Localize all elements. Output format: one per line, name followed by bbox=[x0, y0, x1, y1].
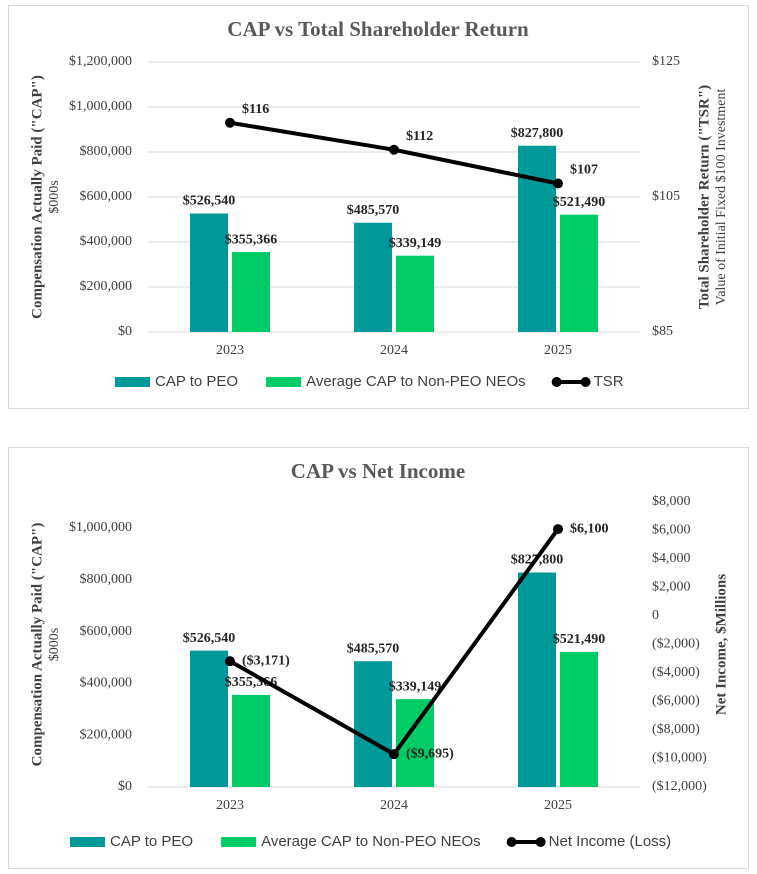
chart-frame bbox=[8, 447, 749, 869]
y-axis-title: Compensation Actually Paid ("CAP") bbox=[29, 75, 45, 319]
line-point bbox=[553, 524, 563, 535]
y2-tick-label: ($12,000) bbox=[652, 779, 707, 794]
y2-tick-label: $2,000 bbox=[652, 580, 691, 595]
y-tick-label: $600,000 bbox=[80, 189, 133, 204]
data-label: $526,540 bbox=[183, 631, 236, 646]
line-point bbox=[389, 144, 399, 155]
y-tick-label: $1,000,000 bbox=[69, 520, 132, 535]
data-label: $107 bbox=[570, 163, 598, 178]
data-label: $521,490 bbox=[553, 632, 606, 647]
data-label: $485,570 bbox=[347, 641, 400, 656]
y-tick-label: $800,000 bbox=[80, 572, 133, 587]
y2-tick-label: ($6,000) bbox=[652, 694, 700, 709]
y2-tick-label: ($2,000) bbox=[652, 637, 700, 652]
bar bbox=[518, 145, 556, 332]
y2-tick-label: ($8,000) bbox=[652, 722, 700, 737]
y-tick-label: $0 bbox=[118, 324, 132, 339]
y-tick-label: $800,000 bbox=[80, 144, 133, 159]
data-label: $112 bbox=[406, 129, 433, 144]
legend-label: TSR bbox=[594, 373, 624, 390]
bar bbox=[396, 255, 434, 332]
legend-swatch bbox=[70, 837, 105, 847]
y2-tick-label: $125 bbox=[652, 54, 680, 69]
bar bbox=[560, 651, 598, 787]
y-tick-label: $200,000 bbox=[80, 279, 133, 294]
chart-title: CAP vs Net Income bbox=[291, 459, 465, 483]
data-label: $339,149 bbox=[389, 236, 442, 251]
y2-tick-label: ($10,000) bbox=[652, 751, 707, 766]
legend-label: Average CAP to Non-PEO NEOs bbox=[306, 373, 526, 390]
bar bbox=[190, 213, 228, 332]
data-label: $355,366 bbox=[225, 232, 278, 247]
legend-label: Average CAP to Non-PEO NEOs bbox=[261, 833, 481, 850]
x-tick-label: 2024 bbox=[380, 798, 408, 813]
data-label: ($3,171) bbox=[242, 653, 290, 668]
legend-swatch bbox=[506, 837, 517, 847]
y2-axis-title: Total Shareholder Return ("TSR") bbox=[696, 85, 712, 309]
y2-tick-label: $6,000 bbox=[652, 523, 691, 538]
x-tick-label: 2025 bbox=[544, 798, 572, 813]
legend-swatch bbox=[551, 377, 562, 387]
y-tick-label: $600,000 bbox=[80, 624, 133, 639]
y2-axis-title: Net Income, $Millions bbox=[713, 574, 729, 715]
bar bbox=[518, 572, 556, 787]
line-point bbox=[225, 117, 235, 128]
legend-swatch bbox=[266, 377, 302, 387]
line-point bbox=[389, 749, 399, 760]
data-label: $339,149 bbox=[389, 679, 442, 694]
y2-tick-label: $4,000 bbox=[652, 551, 691, 566]
bar bbox=[190, 650, 228, 787]
bar bbox=[560, 214, 598, 332]
legend-label: CAP to PEO bbox=[155, 373, 238, 390]
y2-tick-label: 0 bbox=[652, 608, 659, 623]
y2-tick-label: $85 bbox=[652, 324, 673, 339]
data-label: ($9,695) bbox=[406, 746, 454, 761]
y-tick-label: $1,000,000 bbox=[69, 99, 132, 114]
y-tick-label: $400,000 bbox=[80, 676, 133, 691]
x-tick-label: 2025 bbox=[544, 343, 572, 358]
legend-swatch bbox=[115, 377, 150, 387]
y-tick-label: $400,000 bbox=[80, 234, 133, 249]
data-label: $116 bbox=[242, 102, 269, 117]
y2-tick-label: ($4,000) bbox=[652, 665, 700, 680]
y-axis-subtitle: $000s bbox=[47, 628, 62, 661]
x-tick-label: 2023 bbox=[216, 798, 244, 813]
bar bbox=[232, 252, 270, 332]
data-label: $6,100 bbox=[570, 521, 609, 536]
x-tick-label: 2023 bbox=[216, 343, 244, 358]
y2-axis-subtitle: Value of Initial Fixed $100 Investment bbox=[714, 89, 729, 306]
bar bbox=[354, 222, 392, 332]
chart-frame bbox=[8, 5, 749, 409]
y-axis-title: Compensation Actually Paid ("CAP") bbox=[29, 523, 45, 767]
data-label: $827,800 bbox=[511, 126, 564, 141]
y2-tick-label: $105 bbox=[652, 189, 680, 204]
legend-label: CAP to PEO bbox=[110, 833, 193, 850]
line-point bbox=[225, 656, 235, 667]
legend-swatch bbox=[580, 377, 591, 387]
y2-tick-label: $8,000 bbox=[652, 494, 691, 509]
bar bbox=[232, 694, 270, 787]
line-point bbox=[553, 178, 563, 189]
bar bbox=[354, 661, 392, 787]
y-tick-label: $0 bbox=[118, 779, 132, 794]
y-tick-label: $1,200,000 bbox=[69, 54, 132, 69]
chart-title: CAP vs Total Shareholder Return bbox=[227, 17, 529, 41]
legend-swatch bbox=[221, 837, 257, 847]
legend-label: Net Income (Loss) bbox=[549, 833, 672, 850]
data-label: $521,490 bbox=[553, 195, 606, 210]
y-tick-label: $200,000 bbox=[80, 727, 133, 742]
data-label: $485,570 bbox=[347, 203, 400, 218]
y-axis-subtitle: $000s bbox=[47, 180, 62, 213]
data-label: $526,540 bbox=[183, 194, 236, 209]
legend-swatch bbox=[535, 837, 546, 847]
x-tick-label: 2024 bbox=[380, 343, 408, 358]
